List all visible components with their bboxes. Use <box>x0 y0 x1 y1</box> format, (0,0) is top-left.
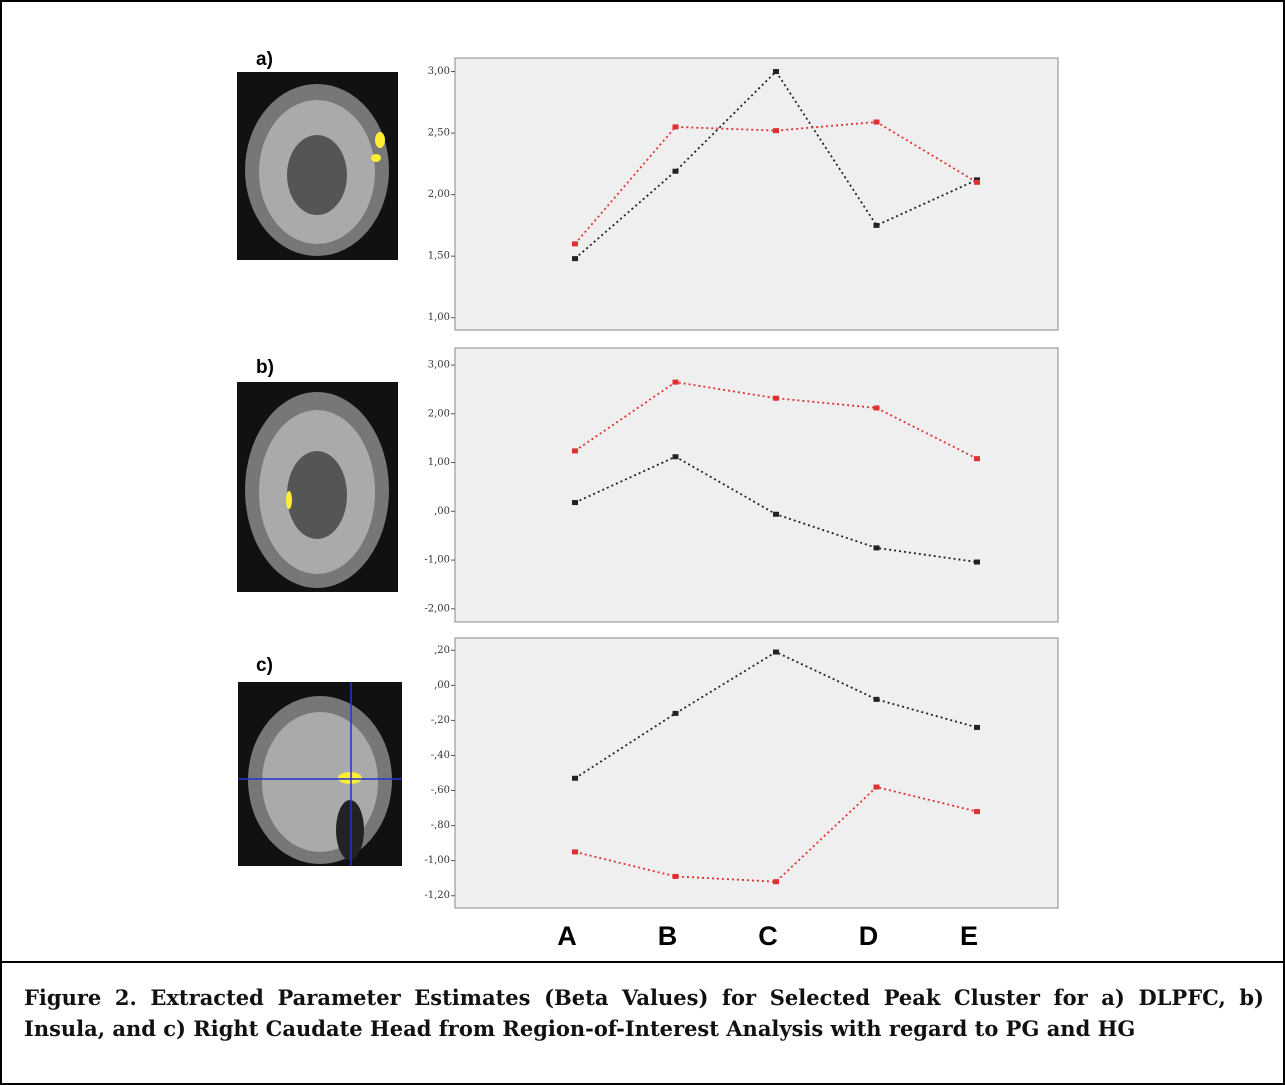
data-point <box>874 405 880 410</box>
data-point <box>572 849 578 854</box>
y-tick-label: -,40 <box>431 750 450 761</box>
y-tick-label: 2,00 <box>428 408 450 419</box>
plot-area <box>455 58 1058 330</box>
data-point <box>974 180 980 185</box>
panel-label: a) <box>256 49 273 70</box>
data-point <box>673 711 679 716</box>
data-point <box>773 69 779 74</box>
y-tick-label: 1,00 <box>428 457 450 468</box>
y-tick-label: 3,00 <box>428 360 450 371</box>
y-tick-label: -,60 <box>431 785 450 796</box>
y-tick-label: -,80 <box>431 820 450 831</box>
y-tick-label: -,20 <box>431 715 450 726</box>
x-tick-label: B <box>658 921 678 951</box>
y-tick-label: ,00 <box>434 506 450 517</box>
data-point <box>874 120 880 125</box>
data-point <box>572 448 578 453</box>
y-tick-label: 1,00 <box>428 312 450 323</box>
data-point <box>572 776 578 781</box>
data-point <box>974 456 980 461</box>
panel-label: c) <box>256 655 273 676</box>
figure: a) 1,00 1,50 2,00 2,50 3,00 b) -2,00 -1,00 ,00 1,0… <box>0 0 1285 1085</box>
data-point <box>572 241 578 246</box>
brain-image <box>238 682 402 866</box>
data-point <box>773 512 779 517</box>
panel-label: b) <box>256 357 274 378</box>
data-point <box>572 256 578 261</box>
y-tick-label: 1,50 <box>428 251 450 262</box>
brain-image <box>237 72 398 260</box>
data-point <box>773 128 779 133</box>
data-point <box>874 223 880 228</box>
x-tick-label: C <box>758 921 778 951</box>
x-tick-label: E <box>960 921 978 951</box>
data-point <box>974 725 980 730</box>
data-point <box>974 809 980 814</box>
data-point <box>773 650 779 655</box>
data-point <box>673 124 679 129</box>
y-tick-label: -1,20 <box>424 890 450 901</box>
y-tick-label: 2,00 <box>428 189 450 200</box>
data-point <box>773 879 779 884</box>
y-tick-label: ,20 <box>434 645 450 656</box>
data-point <box>673 454 679 459</box>
brain-image <box>237 382 398 592</box>
data-point <box>974 560 980 565</box>
caption: Figure 2. Extracted Parameter Estimates … <box>24 982 1264 1044</box>
data-point <box>874 545 880 550</box>
x-tick-label: A <box>557 921 577 951</box>
y-tick-label: -2,00 <box>424 603 450 614</box>
y-tick-label: -1,00 <box>424 855 450 866</box>
chart-area: a) 1,00 1,50 2,00 2,50 3,00 b) -2,00 -1,00 ,00 1,0… <box>0 0 1285 1085</box>
data-point <box>874 697 880 702</box>
y-tick-label: 3,00 <box>428 66 450 77</box>
data-point <box>673 169 679 174</box>
data-point <box>773 396 779 401</box>
data-point <box>673 874 679 879</box>
plot-area <box>455 638 1058 908</box>
data-point <box>673 380 679 385</box>
plot-area <box>455 348 1058 622</box>
x-tick-label: D <box>859 921 879 951</box>
y-tick-label: ,00 <box>434 680 450 691</box>
y-tick-label: 2,50 <box>428 128 450 139</box>
data-point <box>874 785 880 790</box>
y-tick-label: -1,00 <box>424 555 450 566</box>
data-point <box>572 500 578 505</box>
